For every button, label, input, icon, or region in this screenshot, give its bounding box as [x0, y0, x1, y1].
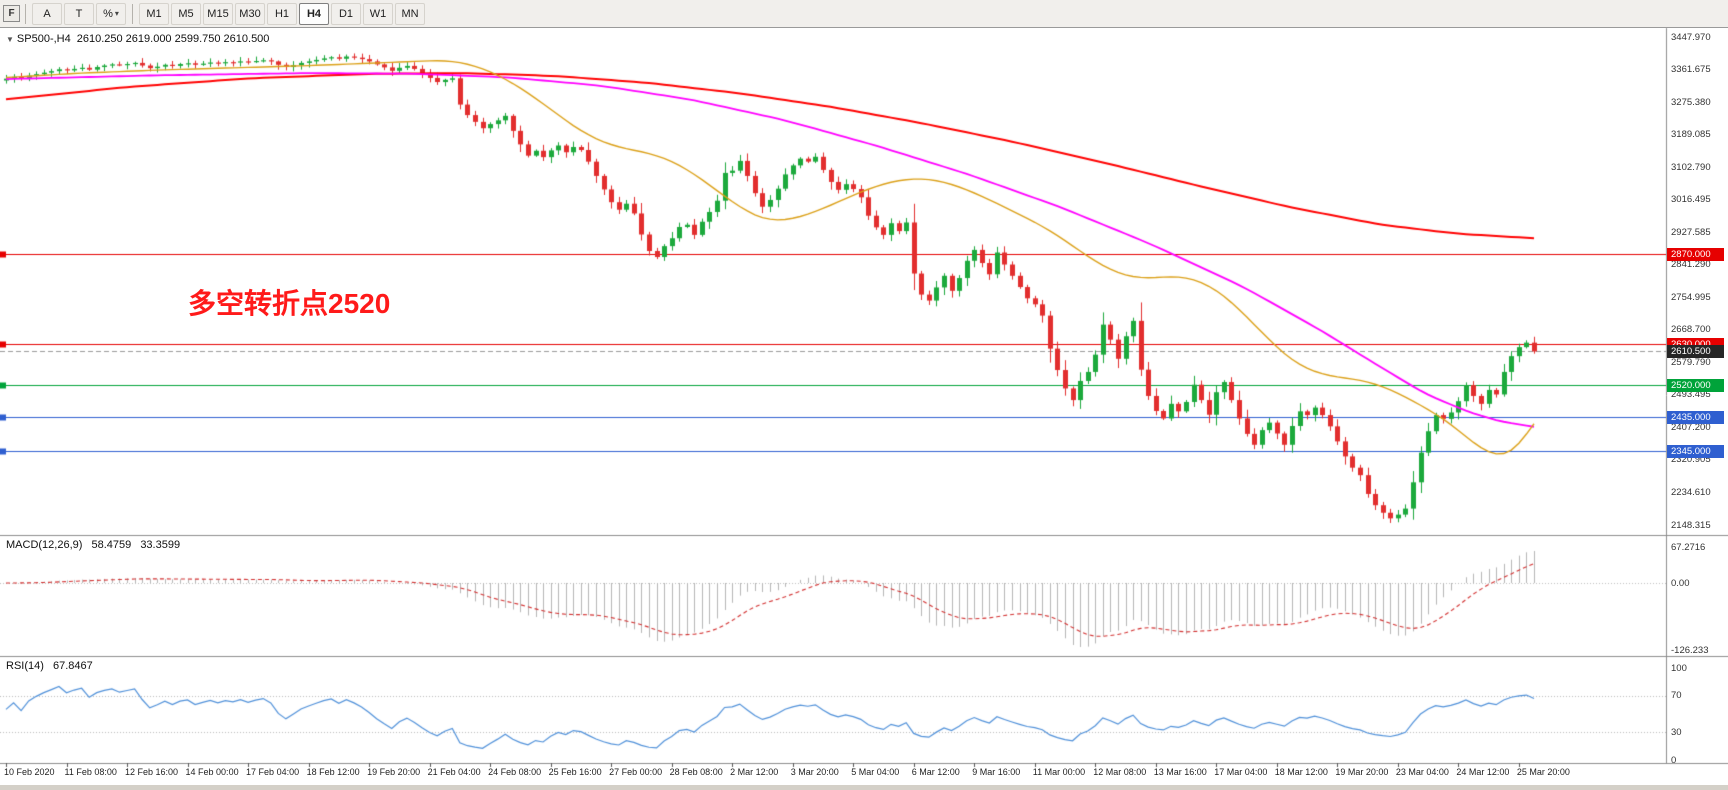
- level-price-badge: 2870.000: [1667, 247, 1724, 261]
- price-scale-label: 2148.315: [1671, 519, 1711, 531]
- chart-annotation-text[interactable]: 多空转折点2520: [188, 288, 391, 319]
- time-scale-label: 19 Feb 20:00: [367, 767, 421, 777]
- time-scale-label: 24 Feb 08:00: [488, 767, 542, 777]
- symbol-period-label: SP500-,H4: [16, 33, 71, 45]
- window-bottom-edge: [0, 784, 1728, 790]
- time-scale-label: 28 Feb 08:00: [669, 767, 723, 777]
- rsi-scale-label: 100: [1671, 662, 1687, 674]
- price-scale-label: 3102.790: [1671, 161, 1711, 173]
- timeframe-m15-button[interactable]: M15: [203, 2, 233, 25]
- time-scale-label: 25 Feb 16:00: [548, 767, 602, 777]
- time-scale-label: 2 Mar 12:00: [730, 767, 779, 777]
- timeframe-m30-button[interactable]: M30: [235, 2, 265, 25]
- timeframe-mn-button[interactable]: MN: [395, 2, 425, 25]
- macd-scale-label: -126.233: [1671, 644, 1709, 656]
- collapse-chart-icon[interactable]: ▼: [6, 35, 14, 44]
- time-scale-label: 13 Mar 16:00: [1153, 767, 1207, 777]
- timeframe-m1-button[interactable]: M1: [139, 2, 169, 25]
- window-icon[interactable]: F: [3, 5, 20, 22]
- toolbar-separator: [132, 3, 133, 24]
- timeframe-h4-button[interactable]: H4: [299, 2, 329, 25]
- line-studies-tool-button[interactable]: % ▾: [96, 2, 126, 25]
- macd-scale-label: 67.2716: [1671, 541, 1706, 553]
- time-scale-label: 17 Feb 04:00: [246, 767, 300, 777]
- timeframe-w1-button[interactable]: W1: [363, 2, 393, 25]
- timeframe-m5-button[interactable]: M5: [171, 2, 201, 25]
- text-tool-button[interactable]: T: [64, 2, 94, 25]
- rsi-scale-label: 70: [1671, 690, 1682, 702]
- time-scale-label: 21 Feb 04:00: [427, 767, 481, 777]
- price-scale-label: 3189.085: [1671, 129, 1711, 141]
- price-scale-label: 3016.495: [1671, 194, 1711, 206]
- time-scale-label: 3 Mar 20:00: [790, 767, 839, 777]
- macd-signal-value: 33.3599: [140, 539, 181, 551]
- time-scale-label: 14 Feb 00:00: [185, 767, 239, 777]
- annotation-tool-button[interactable]: A: [32, 2, 62, 25]
- time-scale-label: 19 Mar 20:00: [1335, 767, 1389, 777]
- price-scale-label: 2841.290: [1671, 259, 1711, 271]
- price-scale-label: 2320.905: [1671, 454, 1711, 466]
- macd-label: MACD(12,26,9): [6, 539, 83, 551]
- time-scale-label: 10 Feb 2020: [4, 767, 55, 777]
- time-scale-label: 12 Feb 16:00: [125, 767, 179, 777]
- rsi-header: RSI(14) 67.8467: [6, 660, 93, 672]
- time-scale-label: 24 Mar 12:00: [1456, 767, 1510, 777]
- chevron-down-icon: ▾: [114, 9, 119, 18]
- price-scale-label: 3361.675: [1671, 64, 1711, 76]
- price-scale-label: 2493.495: [1671, 389, 1711, 401]
- price-scale-label: 3447.970: [1671, 31, 1711, 43]
- time-scale-label: 25 Mar 20:00: [1516, 767, 1570, 777]
- rsi-scale-label: 0: [1671, 754, 1677, 766]
- macd-main-value: 58.4759: [91, 539, 132, 551]
- time-scale-label: 11 Feb 08:00: [64, 767, 117, 777]
- timeframe-h1-button[interactable]: H1: [267, 2, 297, 25]
- macd-scale-label: 0.00: [1671, 577, 1690, 589]
- chart-header: ▼ SP500-,H4 2610.250 2619.000 2599.750 261…: [6, 33, 269, 45]
- rsi-scale-label: 30: [1671, 726, 1682, 738]
- ohlc-values: 2610.250 2619.000 2599.750 2610.500: [76, 33, 270, 45]
- line-studies-toolbar: A T% ▾: [31, 2, 127, 25]
- time-scale-label: 17 Mar 04:00: [1214, 767, 1268, 777]
- price-scale-label: 2234.610: [1671, 486, 1711, 498]
- macd-header: MACD(12,26,9) 58.4759 33.3599: [6, 539, 180, 551]
- time-scale-label: 5 Mar 04:00: [851, 767, 900, 777]
- price-scale-label: 2927.585: [1671, 226, 1711, 238]
- level-price-badge: 2345.000: [1667, 444, 1724, 458]
- price-scale-label: 2754.995: [1671, 291, 1711, 303]
- price-scale-label: 3275.380: [1671, 96, 1711, 108]
- time-scale-label: 18 Mar 12:00: [1274, 767, 1328, 777]
- rsi-label: RSI(14): [6, 660, 44, 672]
- price-scale-label: 2579.790: [1671, 356, 1711, 368]
- rsi-value: 67.8467: [52, 660, 93, 672]
- time-scale-label: 18 Feb 12:00: [306, 767, 360, 777]
- timeframe-d1-button[interactable]: D1: [331, 2, 361, 25]
- top-toolbar: F A T% ▾ M1 M5 M15 M30 H1 H4 D1 W1 MN: [0, 0, 1728, 28]
- level-price-badge: 2520.000: [1667, 378, 1724, 392]
- time-scale-label: 23 Mar 04:00: [1395, 767, 1449, 777]
- timeframes-toolbar: M1 M5 M15 M30 H1 H4 D1 W1 MN: [138, 2, 426, 25]
- time-scale-label: 9 Mar 16:00: [972, 767, 1021, 777]
- time-scale-label: 6 Mar 12:00: [911, 767, 960, 777]
- time-scale-label: 12 Mar 08:00: [1093, 767, 1147, 777]
- time-scale-label: 27 Feb 00:00: [609, 767, 663, 777]
- price-scale-label: 2668.700: [1671, 324, 1711, 336]
- price-scale-label: 2407.200: [1671, 421, 1711, 433]
- toolbar-separator: [25, 3, 26, 24]
- time-scale-label: 11 Mar 00:00: [1032, 767, 1086, 777]
- level-price-badge: 2435.000: [1667, 410, 1724, 424]
- current-price-badge: 2610.500: [1667, 344, 1724, 358]
